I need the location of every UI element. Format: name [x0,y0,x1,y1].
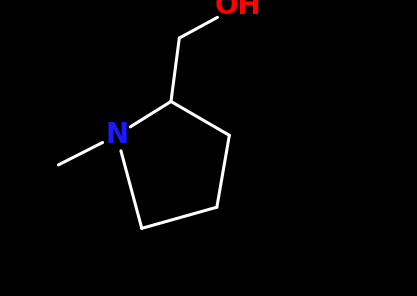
Text: OH: OH [214,0,261,20]
Text: N: N [105,121,128,149]
